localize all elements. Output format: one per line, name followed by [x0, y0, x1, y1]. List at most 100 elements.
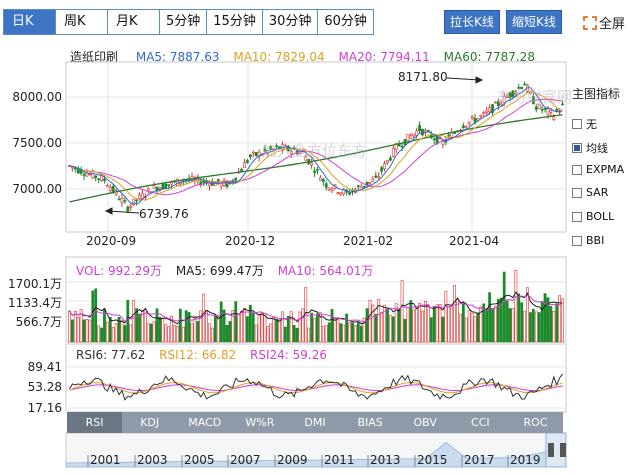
volume-bar	[461, 302, 465, 343]
candle-body	[91, 170, 95, 179]
indicator-expma[interactable]: EXPMA	[572, 163, 624, 176]
volume-bar	[435, 304, 439, 343]
indicator-sar[interactable]: SAR	[572, 186, 608, 199]
rsi-tick-high: 89.41	[27, 360, 62, 374]
tab-5min[interactable]: 5分钟	[160, 10, 208, 34]
volume-bar	[184, 310, 188, 343]
year-2017: 2017	[464, 453, 495, 467]
volume-bar	[441, 316, 445, 343]
volume-bar	[552, 310, 556, 343]
candle-body	[117, 198, 121, 201]
volume-bar	[76, 317, 80, 343]
tab-30min[interactable]: 30分钟	[262, 10, 319, 34]
volume-bar	[362, 317, 366, 343]
volume-bar	[141, 310, 144, 343]
volume-bar	[412, 309, 416, 343]
stretch-k-button[interactable]: 拉长K线	[444, 10, 500, 34]
volume-bar	[68, 310, 71, 343]
tab-cci[interactable]: CCI	[471, 416, 490, 429]
indicator-bbi[interactable]: BBI	[572, 234, 604, 247]
rsi-grid	[66, 366, 566, 409]
fullscreen-icon	[583, 15, 597, 30]
volume-bar	[529, 312, 532, 343]
tab-bias[interactable]: BIAS	[357, 416, 383, 429]
tab-wr[interactable]: W%R	[245, 416, 275, 429]
legend-vol-ma5: MA5: 699.47万	[175, 264, 264, 278]
tab-week-k[interactable]: 周K	[56, 10, 108, 34]
candle-body	[228, 180, 232, 185]
indicator-ma[interactable]: 均线	[572, 140, 608, 156]
volume-bar	[330, 309, 334, 343]
tab-month-k[interactable]: 月K	[108, 10, 160, 34]
tab-15min[interactable]: 15分钟	[207, 10, 263, 34]
tab-day-k[interactable]: 日K	[4, 10, 56, 34]
ma10-line	[69, 91, 563, 201]
indicator-none[interactable]: 无	[572, 116, 597, 132]
volume-bar	[356, 322, 360, 343]
volume-bar	[225, 324, 229, 343]
volume-bar	[111, 327, 115, 343]
candle-body	[561, 103, 564, 106]
volume-bar	[418, 302, 421, 343]
candle-body	[289, 150, 293, 154]
price-tick-7500: 7500.00	[12, 136, 62, 150]
indicator-tabs: RSI KDJ MACD W%R DMI BIAS OBV CCI ROC	[67, 412, 563, 433]
candle-body	[324, 183, 328, 188]
volume-bar	[205, 309, 208, 343]
volume-bar	[540, 302, 544, 343]
volume-bar	[561, 298, 564, 343]
tab-macd[interactable]: MACD	[188, 416, 222, 429]
tab-roc[interactable]: ROC	[523, 416, 548, 429]
tab-kdj[interactable]: KDJ	[140, 416, 160, 429]
volume-bar	[482, 303, 486, 343]
volume-ma5-line	[69, 291, 563, 325]
indicator-boll[interactable]: BOLL	[572, 210, 614, 223]
candle-body	[508, 92, 512, 98]
volume-bar	[523, 310, 527, 343]
candle-body	[82, 174, 86, 176]
volume-bar	[211, 327, 214, 343]
candle-body	[511, 90, 515, 97]
volume-bar	[459, 313, 462, 343]
candle-body	[517, 87, 521, 89]
volume-bar	[117, 317, 121, 343]
volume-bar	[424, 300, 427, 343]
volume-bar	[499, 297, 503, 343]
volume-bar	[394, 303, 398, 343]
indicator-boll-label: BOLL	[586, 210, 615, 223]
volume-bar	[426, 306, 430, 343]
tab-60min[interactable]: 60分钟	[318, 10, 373, 34]
rsi-tick-low: 17.16	[27, 401, 62, 415]
candle-body	[494, 101, 497, 104]
candle-body	[321, 178, 325, 182]
volume-bar	[216, 316, 220, 343]
volume-bar	[505, 300, 509, 343]
volume-bar	[73, 310, 77, 343]
volume-bar	[132, 299, 136, 343]
tab-dmi[interactable]: DMI	[304, 416, 326, 429]
main-grid	[66, 62, 566, 232]
candle-body	[269, 146, 273, 150]
volume-bar	[94, 288, 98, 343]
watermark-slogan: 加入全方位东方	[262, 142, 368, 160]
tab-rsi[interactable]: RSI	[67, 412, 123, 433]
candle-body	[178, 182, 182, 185]
candle-body	[123, 200, 127, 202]
fullscreen-button[interactable]: 全屏	[583, 13, 625, 32]
candle-body	[243, 162, 246, 169]
volume-bar	[295, 327, 299, 343]
volume-bar	[345, 313, 349, 343]
legend-rsi6: RSI6: 77.62	[76, 348, 146, 362]
indicator-expma-label: EXPMA	[586, 163, 625, 176]
volume-bar	[289, 311, 293, 343]
year-2015: 2015	[417, 453, 448, 467]
date-tick-2020-12: 2020-12	[225, 234, 276, 248]
rsi-legend: RSI6: 77.62 RSI12: 66.82 RSI24: 59.26	[76, 348, 337, 362]
volume-bar	[502, 271, 506, 343]
volume-bar	[100, 327, 103, 343]
volume-bar	[473, 316, 477, 343]
shrink-k-button[interactable]: 缩短K线	[506, 10, 562, 34]
volume-bar	[257, 313, 261, 343]
tab-obv[interactable]: OBV	[413, 416, 437, 429]
candle-body	[549, 110, 553, 113]
